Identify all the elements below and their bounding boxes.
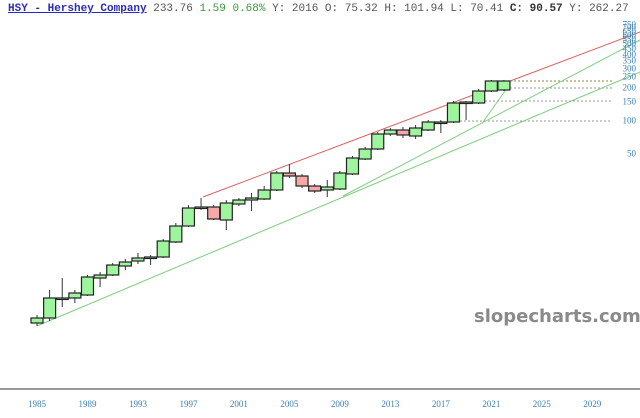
green-support-line-1985[interactable] bbox=[36, 71, 640, 327]
candle-2004[interactable] bbox=[270, 171, 284, 191]
price-chart[interactable] bbox=[0, 0, 640, 390]
candles bbox=[30, 80, 511, 326]
candle-2012[interactable] bbox=[371, 132, 385, 150]
y-tick-label: 650 bbox=[622, 26, 637, 37]
candle-1990[interactable] bbox=[93, 272, 107, 287]
candle-2013[interactable] bbox=[383, 128, 397, 136]
x-tick-label: 1997 bbox=[179, 399, 198, 409]
candle-2018[interactable] bbox=[446, 101, 461, 123]
candle-2016[interactable] bbox=[421, 120, 435, 131]
year-value: 2016 bbox=[291, 3, 319, 15]
candle-2008[interactable] bbox=[320, 180, 334, 197]
y-tick-label: 700 bbox=[622, 22, 637, 33]
high-value: 101.94 bbox=[404, 3, 444, 15]
y-tick-label: 550 bbox=[622, 34, 637, 45]
candle-1992[interactable] bbox=[118, 259, 132, 270]
x-tick-label: 1985 bbox=[28, 399, 46, 409]
y-tick-label: 450 bbox=[622, 43, 637, 54]
candle-1989[interactable] bbox=[80, 275, 95, 296]
candle-1991[interactable] bbox=[106, 263, 120, 276]
candle-1997[interactable] bbox=[181, 205, 196, 227]
x-tick-label: 2029 bbox=[583, 399, 602, 409]
y-tick-label: 750 bbox=[622, 19, 637, 30]
candle-1988[interactable] bbox=[68, 290, 82, 303]
red-channel-line[interactable] bbox=[202, 31, 640, 198]
y-tick-label: 200 bbox=[622, 82, 637, 93]
candle-2017[interactable] bbox=[434, 120, 448, 133]
candle-2011[interactable] bbox=[358, 147, 372, 160]
low-value: 70.41 bbox=[470, 3, 504, 15]
y-tick-label: 250 bbox=[622, 71, 637, 82]
candle-2006[interactable] bbox=[295, 174, 309, 188]
candle-2000[interactable] bbox=[219, 200, 233, 230]
candle-2001[interactable] bbox=[232, 198, 246, 206]
high-label: H: bbox=[384, 3, 398, 15]
trendlines[interactable] bbox=[36, 31, 640, 327]
close-label: C: bbox=[509, 3, 524, 15]
y-tick-label: 500 bbox=[622, 38, 637, 49]
symbol-link[interactable]: HSY - Hershey Company bbox=[8, 3, 147, 15]
x-tick-label: 2013 bbox=[381, 399, 400, 409]
candle-1993[interactable] bbox=[131, 253, 145, 264]
x-tick-label: 2005 bbox=[280, 399, 299, 409]
x-tick-label: 2025 bbox=[532, 399, 551, 409]
candle-1998[interactable] bbox=[194, 198, 208, 210]
candle-2022[interactable] bbox=[497, 80, 511, 91]
change-value: 1.59 bbox=[199, 3, 226, 15]
green-support-line-2009[interactable] bbox=[342, 39, 640, 197]
year-label: Y: bbox=[272, 3, 286, 15]
candle-1996[interactable] bbox=[169, 223, 183, 243]
candle-1995[interactable] bbox=[156, 239, 170, 258]
y-tick-label: 300 bbox=[622, 63, 637, 74]
x-tick-label: 1989 bbox=[78, 399, 97, 409]
y-value: 262.27 bbox=[589, 3, 629, 15]
close-value: 90.57 bbox=[529, 3, 563, 15]
horizontal-levels bbox=[452, 80, 612, 122]
y-tick-label: 350 bbox=[622, 55, 637, 66]
candle-1986[interactable] bbox=[43, 290, 57, 321]
candle-2003[interactable] bbox=[257, 186, 271, 200]
candle-2015[interactable] bbox=[409, 125, 423, 139]
last-price: 233.76 bbox=[153, 3, 193, 15]
y-tick-label: 100 bbox=[622, 115, 637, 126]
x-tick-label: 2021 bbox=[482, 399, 501, 409]
candle-1987[interactable] bbox=[55, 278, 69, 307]
x-tick-label: 2017 bbox=[431, 399, 450, 409]
y-tick-label: 400 bbox=[622, 49, 637, 60]
change-percent: 0.68% bbox=[232, 3, 266, 15]
candle-2019[interactable] bbox=[459, 101, 473, 120]
open-label: O: bbox=[324, 3, 339, 15]
candle-2021[interactable] bbox=[484, 80, 498, 92]
y-tick-label: 50 bbox=[627, 148, 636, 159]
y-tick-label: 600 bbox=[622, 30, 637, 41]
quote-header: HSY - Hershey Company 233.76 1.59 0.68% … bbox=[8, 3, 629, 15]
x-axis-line bbox=[0, 388, 640, 390]
open-value: 75.32 bbox=[344, 3, 378, 15]
watermark: slopecharts.com bbox=[474, 306, 640, 327]
y-tick-label: 150 bbox=[622, 96, 637, 107]
candle-2007[interactable] bbox=[308, 184, 322, 193]
candle-1994[interactable] bbox=[143, 255, 158, 265]
x-tick-label: 2009 bbox=[330, 399, 349, 409]
candle-1999[interactable] bbox=[207, 205, 221, 220]
candle-2020[interactable] bbox=[472, 89, 486, 104]
x-tick-label: 2001 bbox=[229, 399, 248, 409]
y-label: Y: bbox=[569, 3, 583, 15]
x-tick-label: 1993 bbox=[128, 399, 147, 409]
candle-2010[interactable] bbox=[345, 156, 360, 175]
candle-2002[interactable] bbox=[244, 193, 259, 211]
candle-2014[interactable] bbox=[396, 127, 410, 138]
low-label: L: bbox=[450, 3, 464, 15]
candle-2005[interactable] bbox=[282, 164, 296, 178]
candle-2009[interactable] bbox=[333, 171, 347, 190]
candle-1985[interactable] bbox=[30, 315, 44, 326]
